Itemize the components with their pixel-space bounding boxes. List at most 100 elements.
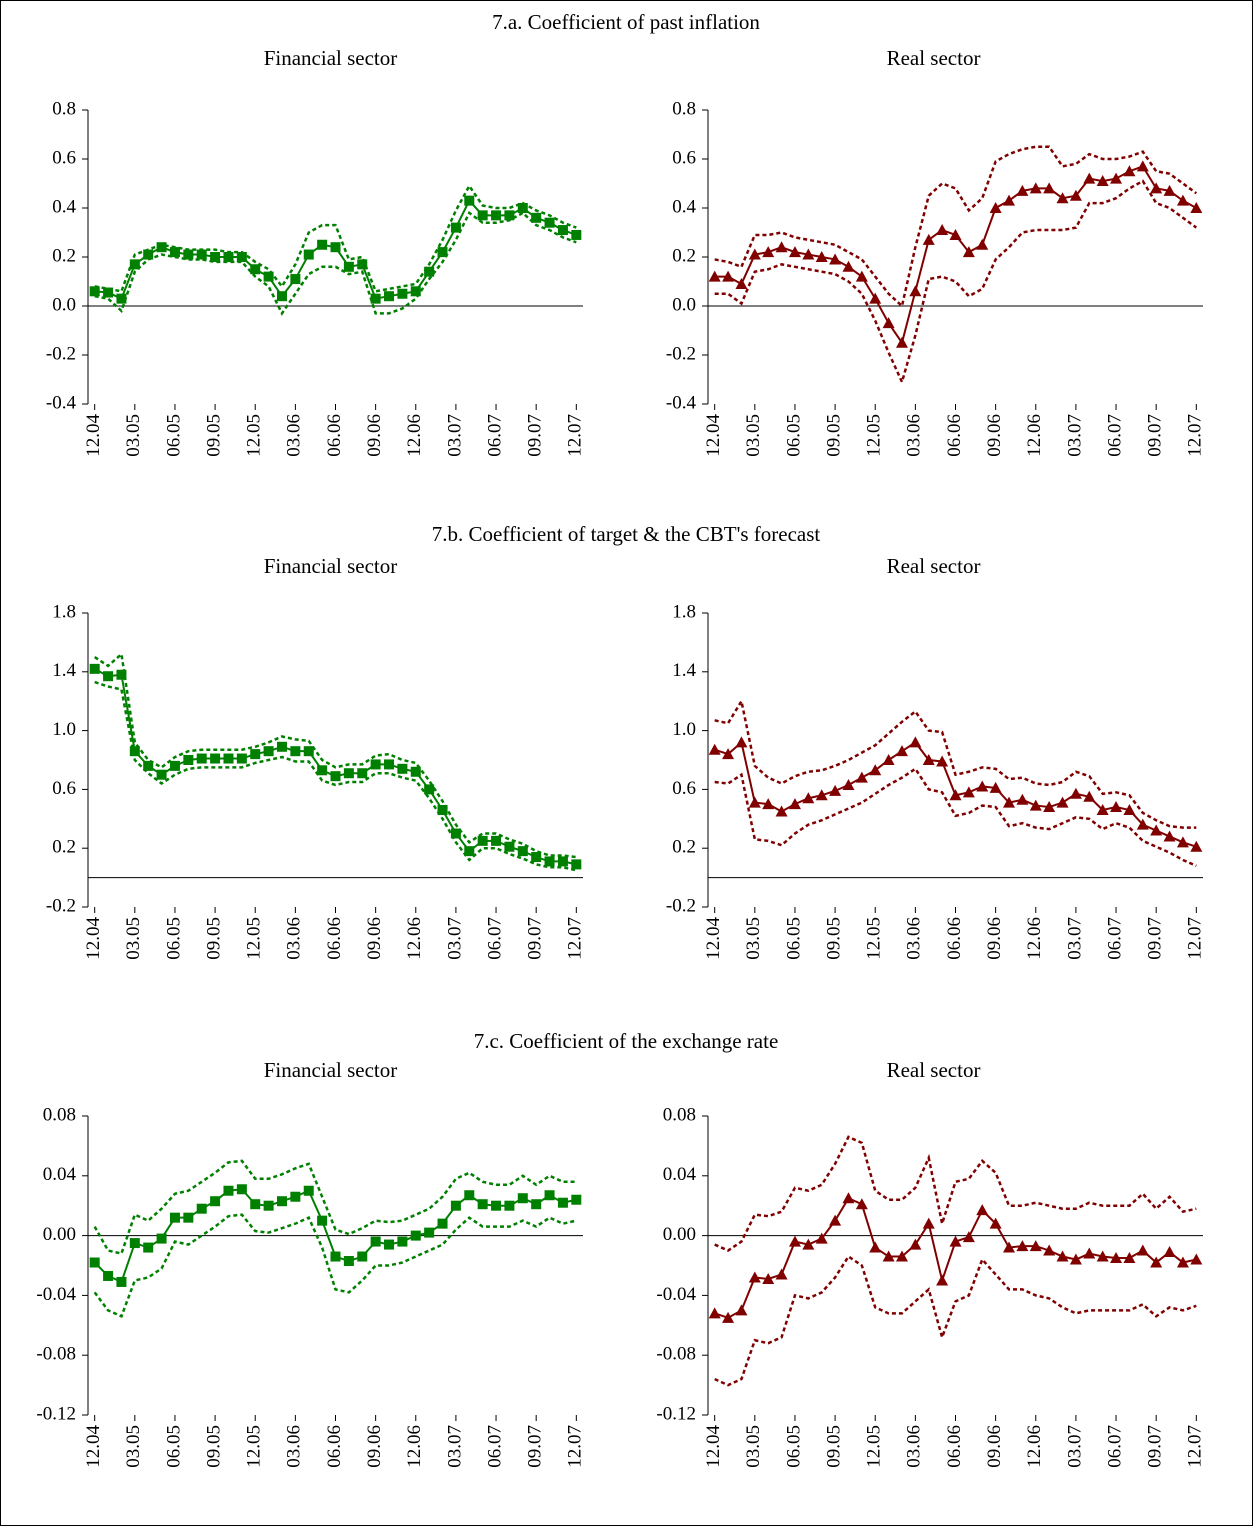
marker [303,746,314,757]
marker [762,246,775,258]
marker [290,1191,301,1202]
marker [103,1270,114,1281]
x-tick-label: 09.06 [364,917,385,960]
band-line [714,697,1197,829]
marker [1110,801,1123,813]
marker [895,1250,908,1262]
marker [1163,830,1176,842]
x-tick-label: 12.06 [404,414,425,457]
x-tick-label: 06.07 [484,414,505,457]
chart-title: Financial sector [264,1058,398,1082]
marker [384,759,395,770]
marker [748,796,761,808]
y-tick-label: 0.00 [43,1224,76,1245]
y-tick-label: 0.04 [43,1164,77,1185]
marker [962,786,975,798]
marker [143,760,154,771]
marker [330,1251,341,1262]
marker [1056,1250,1069,1262]
marker [571,229,582,240]
x-tick-label: 03.07 [444,1425,465,1468]
marker [557,856,568,867]
x-tick-label: 09.07 [525,917,546,960]
y-tick-label: 0.4 [672,196,696,217]
marker [882,317,895,329]
marker [936,224,949,236]
y-tick-label: 0.2 [52,837,76,858]
marker [183,249,194,260]
marker [464,1190,475,1201]
marker [1083,790,1096,802]
marker [116,293,127,304]
x-tick-label: 12.06 [1024,414,1045,457]
x-tick-label: 03.06 [284,1425,305,1468]
marker [223,753,234,764]
marker [517,1193,528,1204]
band-line [714,179,1198,386]
y-tick-label: 0.0 [52,294,76,315]
marker [949,1235,962,1247]
marker [196,249,207,260]
y-tick-label: 1.4 [52,660,76,681]
y-tick-label: 1.8 [672,601,696,622]
marker [949,228,962,240]
x-tick-label: 03.05 [743,1425,764,1468]
x-tick-label: 03.07 [444,917,465,960]
x-tick-label: 03.07 [1064,1425,1085,1468]
x-tick-label: 09.07 [525,1425,546,1468]
marker [116,669,127,680]
marker [384,291,395,302]
y-tick-label: 1.0 [52,719,76,740]
marker [330,242,341,253]
marker [236,1184,247,1195]
x-tick-label: 09.06 [364,414,385,457]
y-tick-label: -0.04 [36,1284,76,1305]
marker [263,746,274,757]
marker [895,336,908,348]
marker [424,266,435,277]
marker [1136,818,1149,830]
marker [89,286,100,297]
x-tick-label: 06.06 [944,917,965,960]
marker [531,852,542,863]
marker [936,1274,949,1286]
marker [357,259,368,270]
marker [1016,1240,1029,1252]
marker [1069,1253,1082,1265]
marker [1096,1250,1109,1262]
marker [250,1199,261,1210]
marker [116,1276,127,1287]
x-tick-label: 06.07 [484,1425,505,1468]
marker [936,755,949,767]
marker [263,1200,274,1211]
x-tick-label: 03.07 [444,414,465,457]
x-tick-label: 03.06 [284,414,305,457]
marker [303,1185,314,1196]
band-line [94,680,577,872]
marker [370,759,381,770]
marker [156,1233,167,1244]
marker [263,271,274,282]
x-tick-label: 12.07 [1185,917,1206,960]
marker [842,260,855,272]
x-tick-label: 06.05 [783,1425,804,1468]
marker [895,745,908,757]
marker [1176,194,1189,206]
marker [210,753,221,764]
marker [1136,160,1149,172]
marker [976,780,989,792]
x-tick-label: 06.05 [783,917,804,960]
marker [1069,787,1082,799]
band-line [93,1159,577,1256]
band-line [714,145,1198,309]
marker [531,1199,542,1210]
x-tick-label: 03.06 [284,917,305,960]
marker [1043,1244,1056,1256]
marker [477,210,488,221]
marker [276,741,287,752]
chart-title: Financial sector [264,46,398,70]
marker [424,1227,435,1238]
marker [802,792,815,804]
x-tick-label: 03.05 [743,917,764,960]
y-tick-label: 0.6 [52,147,76,168]
